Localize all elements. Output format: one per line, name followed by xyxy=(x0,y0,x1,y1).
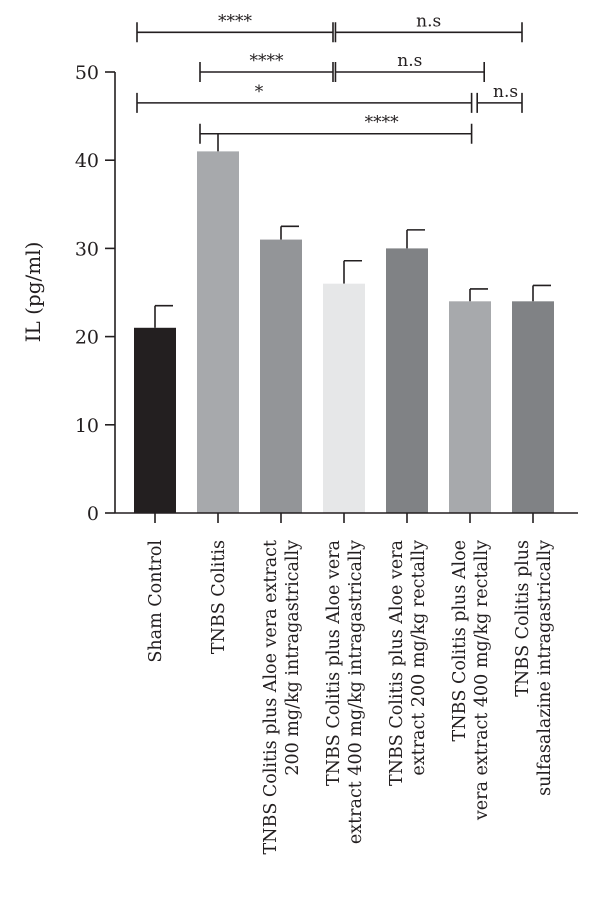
x-tick-label: TNBS Colitis plus Aloe vera xyxy=(387,540,407,786)
significance-bracket xyxy=(136,22,334,43)
significance-label: n.s xyxy=(416,11,441,31)
significance-label: **** xyxy=(218,11,253,31)
x-tick-label: TNBS Colitis plus xyxy=(513,540,533,697)
significance-label: * xyxy=(255,82,264,102)
bar xyxy=(134,327,176,513)
bars xyxy=(134,132,554,513)
x-tick-label: TNBS Colitis plus Aloe vera extract xyxy=(261,540,281,855)
y-tick-label: 0 xyxy=(87,503,99,525)
significance-bracket xyxy=(476,92,523,113)
x-tick-label: sulfasalazine intragastrically xyxy=(535,540,555,796)
bar xyxy=(512,301,554,513)
bar xyxy=(449,301,491,513)
x-tick-label: TNBS Colitis plus Aloe xyxy=(450,540,470,741)
x-tick-label: extract 400 mg/kg intragastrically xyxy=(346,540,366,844)
x-tick-label: 200 mg/kg intragastrically xyxy=(283,540,303,776)
bar xyxy=(197,151,239,513)
y-ticks: 0 10 20 30 40 50 xyxy=(75,62,115,525)
y-tick-label: 30 xyxy=(75,238,99,260)
bar xyxy=(260,239,302,513)
y-tick-label: 40 xyxy=(75,150,99,172)
significance-label: n.s xyxy=(397,51,422,71)
significance-brackets: **** n.s **** n.s * n.s **** xyxy=(136,11,523,144)
significance-bracket xyxy=(199,62,334,82)
axes xyxy=(114,72,578,514)
x-tick-label: TNBS Colitis xyxy=(209,540,229,654)
bar xyxy=(323,283,365,513)
y-tick-label: 50 xyxy=(75,62,99,84)
x-tick-label: TNBS Colitis plus Aloe vera xyxy=(324,540,344,786)
y-tick-label: 20 xyxy=(75,327,99,349)
significance-label: n.s xyxy=(493,82,518,102)
significance-bracket xyxy=(334,62,485,82)
x-tick-label: extract 200 mg/kg rectally xyxy=(409,540,429,776)
y-tick-label: 10 xyxy=(75,415,99,437)
significance-bracket xyxy=(136,92,473,113)
significance-label: **** xyxy=(365,113,400,133)
x-ticks: Sham Control TNBS Colitis TNBS Colitis plu… xyxy=(146,513,555,855)
bar xyxy=(386,248,428,513)
y-axis-label: IL (pg/ml) xyxy=(21,242,45,343)
significance-label: **** xyxy=(250,51,285,71)
x-tick-label: vera extract 400 mg/kg rectally xyxy=(472,540,492,821)
significance-bracket xyxy=(199,123,473,144)
significance-bracket xyxy=(334,22,523,43)
x-tick-label: Sham Control xyxy=(146,540,166,663)
